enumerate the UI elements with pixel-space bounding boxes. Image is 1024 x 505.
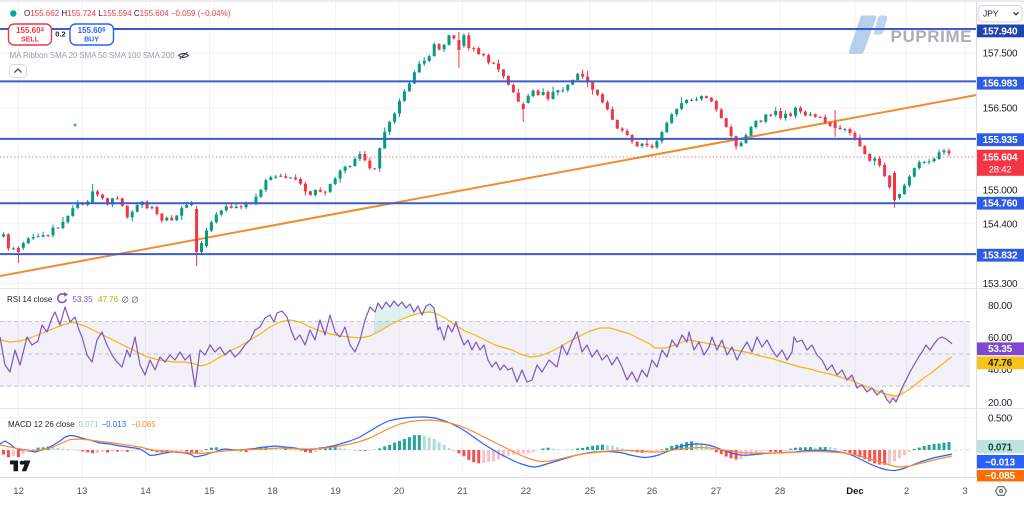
svg-text:153.300: 153.300 (983, 279, 1018, 290)
svg-text:53.35: 53.35 (988, 344, 1013, 355)
svg-text:26: 26 (647, 486, 658, 497)
svg-text:155.604: 155.604 (983, 153, 1018, 164)
svg-text:53.35: 53.35 (73, 295, 94, 304)
svg-text:27: 27 (711, 486, 722, 497)
svg-text:20.00: 20.00 (988, 398, 1013, 409)
svg-text:13: 13 (77, 486, 88, 497)
svg-text:0.071: 0.071 (79, 420, 100, 429)
svg-text:0.500: 0.500 (988, 413, 1013, 424)
svg-text:RSI 14 close: RSI 14 close (7, 295, 53, 304)
svg-text:47.76: 47.76 (988, 358, 1013, 369)
svg-text:12: 12 (13, 486, 24, 497)
svg-text:MA Ribbon SMA 20 SMA 50 SMA 10: MA Ribbon SMA 20 SMA 50 SMA 100 SMA 200 (10, 51, 176, 60)
svg-text:154.400: 154.400 (983, 220, 1018, 231)
svg-text:156.983: 156.983 (983, 79, 1018, 90)
svg-text:25: 25 (585, 486, 596, 497)
svg-text:Dec: Dec (846, 486, 863, 497)
svg-text:−0.013: −0.013 (985, 457, 1015, 468)
svg-text:154.760: 154.760 (983, 199, 1018, 210)
svg-text:−0.085: −0.085 (985, 471, 1015, 482)
svg-text:−0.085: −0.085 (131, 420, 156, 429)
svg-text:14: 14 (140, 486, 151, 497)
svg-text:47.76: 47.76 (98, 295, 119, 304)
svg-text:MACD 12 26 close: MACD 12 26 close (8, 420, 75, 429)
svg-text:28: 28 (775, 486, 786, 497)
svg-text:18: 18 (267, 486, 278, 497)
svg-text:15: 15 (204, 486, 215, 497)
svg-text:0.071: 0.071 (988, 442, 1013, 453)
svg-text:2: 2 (904, 486, 909, 497)
svg-text:22: 22 (521, 486, 532, 497)
svg-text:157.940: 157.940 (983, 26, 1018, 37)
svg-text:PUPRIME: PUPRIME (891, 27, 973, 46)
svg-text:BUY: BUY (84, 37, 99, 44)
svg-text:−0.013: −0.013 (102, 420, 127, 429)
svg-text:21: 21 (457, 486, 468, 497)
svg-text:28:42: 28:42 (989, 165, 1012, 176)
svg-text:3: 3 (962, 486, 967, 497)
svg-text:∅ ∅: ∅ ∅ (122, 295, 140, 305)
svg-text:155.935: 155.935 (983, 135, 1018, 146)
svg-text:SELL: SELL (21, 37, 40, 44)
svg-text:155.000: 155.000 (983, 186, 1018, 197)
svg-text:155.606: 155.606 (78, 26, 106, 35)
svg-text:O155.662 H155.724 L155.594 C15: O155.662 H155.724 L155.594 C155.604 −0.0… (24, 9, 231, 18)
svg-text:156.500: 156.500 (983, 104, 1018, 115)
svg-text:153.832: 153.832 (983, 251, 1018, 262)
svg-text:JPY: JPY (983, 9, 999, 19)
svg-text:80.00: 80.00 (988, 301, 1013, 312)
svg-text:19: 19 (330, 486, 341, 497)
svg-text:157.500: 157.500 (983, 49, 1018, 60)
svg-text:155.604: 155.604 (16, 26, 44, 35)
svg-text:0.2: 0.2 (55, 30, 65, 39)
svg-text:20: 20 (394, 486, 405, 497)
